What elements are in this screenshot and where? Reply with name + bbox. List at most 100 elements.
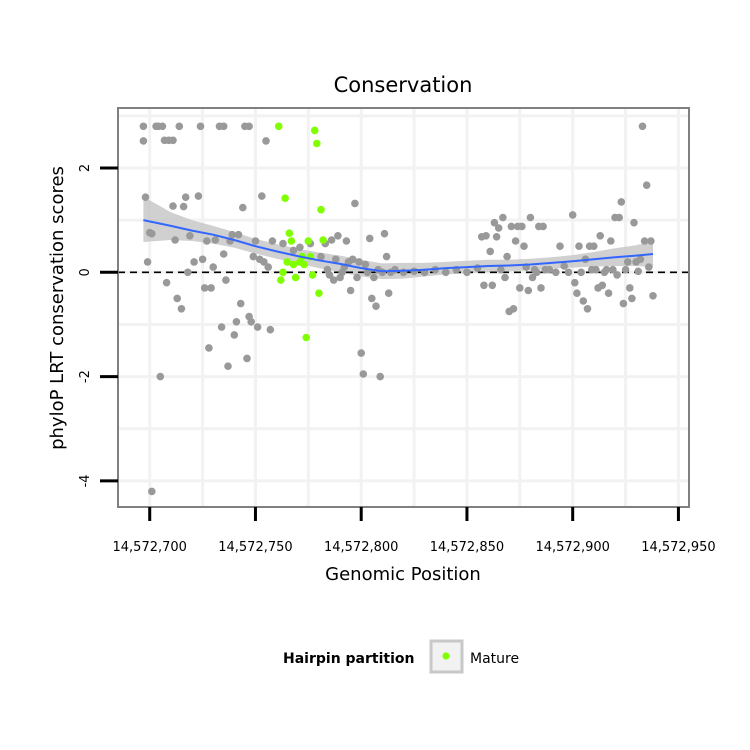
- other-point: [645, 263, 653, 271]
- other-point: [196, 122, 205, 131]
- y-axis: -4 -2 0 2: [78, 164, 118, 487]
- other-point: [289, 246, 298, 255]
- other-point: [636, 255, 645, 264]
- other-point: [207, 284, 215, 292]
- other-point: [219, 250, 228, 258]
- other-point: [186, 232, 194, 240]
- other-point: [592, 265, 600, 274]
- other-point: [596, 232, 604, 240]
- other-point: [564, 268, 573, 277]
- loess-line: [143, 219, 654, 273]
- other-point: [200, 284, 209, 292]
- other-point: [579, 297, 588, 305]
- other-point: [355, 258, 363, 266]
- other-point: [463, 268, 471, 277]
- mature-point: [313, 139, 321, 148]
- x-tick-label: 14,572,800: [324, 540, 398, 555]
- smooth-confidence-band: [143, 196, 653, 280]
- other-point: [442, 268, 450, 277]
- other-point: [329, 276, 338, 284]
- other-point: [518, 222, 526, 231]
- other-point: [194, 192, 203, 200]
- other-point: [264, 263, 273, 271]
- panel-background: [118, 108, 689, 507]
- other-point: [490, 218, 499, 227]
- other-point: [156, 372, 165, 381]
- other-point: [532, 268, 541, 277]
- other-point: [520, 242, 528, 250]
- other-point: [217, 323, 226, 331]
- other-point: [184, 268, 192, 277]
- other-point: [642, 181, 651, 189]
- y-tick-label: -4: [78, 474, 93, 487]
- other-point: [148, 229, 156, 238]
- other-point: [236, 299, 245, 308]
- other-point: [139, 122, 148, 131]
- other-point: [568, 211, 577, 219]
- other-point: [359, 370, 368, 378]
- other-point: [317, 252, 325, 261]
- other-point: [577, 268, 585, 277]
- other-point: [279, 239, 287, 248]
- other-point: [503, 252, 511, 261]
- x-tick-label: 14,572,900: [535, 540, 609, 555]
- other-point: [211, 236, 220, 244]
- other-point: [482, 232, 490, 240]
- mature-point: [315, 289, 323, 298]
- panel-border: [117, 107, 690, 508]
- other-point: [634, 267, 642, 276]
- other-point: [640, 237, 649, 245]
- other-point: [143, 258, 152, 266]
- mature-point: [310, 126, 319, 135]
- other-point: [573, 289, 581, 298]
- other-point: [492, 233, 501, 241]
- other-point: [516, 284, 524, 292]
- mature-point: [300, 260, 308, 269]
- chart-title: Conservation: [334, 73, 473, 97]
- mature-point: [317, 205, 325, 214]
- other-point: [139, 137, 148, 145]
- other-point: [545, 265, 554, 274]
- mature-point: [289, 260, 298, 269]
- other-point: [609, 265, 617, 274]
- other-point: [327, 236, 336, 244]
- mature-point: [283, 258, 292, 266]
- other-point: [346, 286, 355, 295]
- other-point: [348, 255, 357, 264]
- other-point: [251, 237, 260, 245]
- mature-point: [277, 276, 285, 284]
- other-point: [649, 292, 657, 300]
- y-tick-label: 0: [78, 268, 93, 276]
- smooth-line: [143, 219, 654, 273]
- other-point: [179, 202, 188, 211]
- other-point: [162, 278, 171, 287]
- y-tick-label: 2: [78, 164, 93, 172]
- other-point: [621, 265, 630, 274]
- other-point: [169, 136, 177, 145]
- other-point: [148, 487, 156, 496]
- legend-label-mature: Mature: [470, 651, 519, 667]
- other-point: [615, 213, 623, 222]
- mature-point: [279, 268, 287, 277]
- other-point: [171, 236, 179, 244]
- x-tick-label: 14,572,700: [113, 540, 187, 555]
- other-point: [239, 203, 247, 212]
- other-point: [363, 268, 372, 277]
- other-point: [175, 122, 184, 131]
- other-point: [253, 323, 262, 331]
- other-point: [224, 362, 232, 371]
- other-point: [494, 224, 503, 232]
- other-point: [607, 237, 615, 245]
- other-point: [370, 273, 378, 282]
- other-point: [528, 273, 537, 282]
- other-point: [486, 247, 495, 256]
- other-point: [266, 325, 275, 334]
- mature-point: [274, 122, 283, 131]
- other-point: [243, 354, 251, 363]
- panel-frame: [117, 107, 690, 508]
- other-point: [198, 255, 207, 264]
- other-point: [353, 273, 361, 282]
- other-point: [368, 294, 376, 303]
- other-point: [268, 237, 277, 245]
- mature-point: [302, 333, 311, 342]
